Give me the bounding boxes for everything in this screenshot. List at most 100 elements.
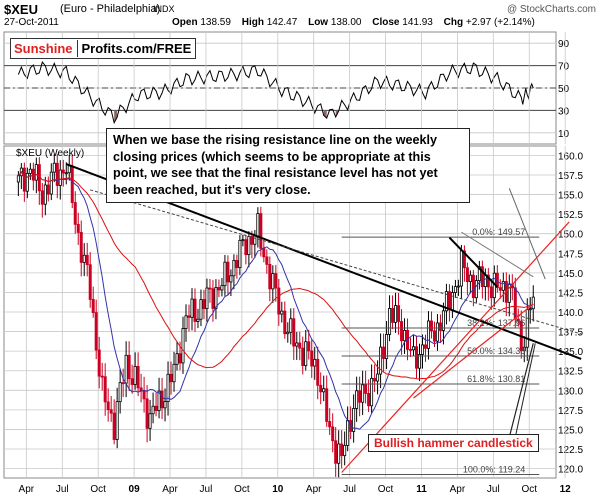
x-tick-label: Apr	[450, 484, 466, 495]
rsi-tick-label: 10	[558, 129, 570, 140]
candle-body	[334, 440, 338, 464]
candle-body	[432, 330, 436, 342]
candle-body	[474, 280, 478, 299]
candle-body	[417, 354, 421, 369]
x-tick-label: Apr	[306, 484, 322, 495]
x-tick-label: Oct	[234, 484, 250, 495]
candle-body	[400, 321, 404, 342]
candle-body	[127, 354, 131, 380]
candle-body	[361, 384, 365, 403]
candle-body	[355, 390, 359, 409]
candle-body	[136, 365, 140, 389]
price-tick-label: 145.0	[558, 269, 583, 280]
candle-body	[40, 190, 44, 205]
candle-body	[46, 184, 50, 195]
candle-body	[528, 308, 532, 311]
open-label: Open	[172, 17, 198, 28]
price-tick-label: 147.5	[558, 249, 583, 260]
brand-profits: Profits.com/FREE	[81, 41, 192, 56]
rsi-tick-label: 70	[558, 62, 570, 73]
price-tick-label: 157.5	[558, 171, 583, 182]
candle-body	[364, 384, 368, 394]
candle-body	[388, 308, 392, 335]
hammer-pointer	[508, 343, 534, 438]
candle-body	[423, 344, 427, 349]
high-value: 142.47	[266, 17, 298, 28]
candle-body	[166, 373, 170, 402]
candle-body	[115, 401, 119, 440]
candle-body	[235, 260, 239, 269]
hammer-pointer-2	[514, 343, 536, 438]
candle-body	[373, 377, 377, 382]
x-tick-label: Oct	[90, 484, 106, 495]
short-downtrend-line	[448, 236, 499, 288]
channel-line	[461, 231, 534, 278]
candle-body	[130, 378, 134, 385]
candle-body	[331, 426, 335, 442]
candle-body	[76, 223, 80, 233]
close-label: Close	[372, 17, 400, 28]
candle-body	[289, 318, 293, 333]
exchange-label: INDX	[153, 4, 175, 14]
x-tick-label: 10	[272, 484, 284, 495]
candle-body	[208, 287, 212, 290]
candle-body	[435, 322, 439, 342]
x-tick-label: Oct	[378, 484, 394, 495]
candle-body	[480, 266, 484, 287]
candle-body	[82, 254, 86, 263]
candle-body	[328, 421, 332, 428]
candle-body	[154, 405, 158, 411]
price-tick-label: 130.0	[558, 386, 583, 397]
candle-body	[73, 202, 77, 225]
candle-body	[286, 331, 290, 335]
candle-body	[118, 382, 122, 403]
high-label: High	[241, 17, 264, 28]
candle-body	[151, 405, 155, 415]
candle-body	[265, 256, 269, 265]
candle-body	[91, 299, 95, 314]
price-tick-label: 125.0	[558, 425, 583, 436]
x-tick-label: Jul	[200, 484, 213, 495]
candle-body	[232, 260, 236, 277]
candle-body	[462, 250, 466, 269]
candle-body	[477, 266, 481, 282]
candle-body	[220, 285, 224, 291]
candle-body	[337, 443, 341, 464]
candle-body	[172, 363, 176, 383]
candle-body	[340, 443, 344, 457]
candle-body	[250, 236, 254, 245]
candle-body	[100, 375, 104, 378]
candle-body	[468, 274, 472, 283]
candle-body	[274, 273, 278, 289]
candle-body	[157, 390, 161, 411]
candle-body	[277, 287, 281, 315]
close-value: 141.93	[402, 17, 433, 28]
candle-body	[295, 342, 299, 347]
candle-body	[322, 388, 326, 393]
candle-body	[229, 275, 233, 283]
candle-body	[501, 281, 505, 291]
price-tick-label: 152.5	[558, 210, 583, 221]
candle-body	[450, 292, 454, 311]
brand-divider	[76, 40, 78, 57]
candle-body	[184, 315, 188, 329]
candle-body	[145, 398, 149, 429]
open-value: 138.59	[200, 17, 231, 28]
candle-body	[298, 342, 302, 349]
candle-body	[358, 390, 362, 403]
candle-body	[85, 254, 89, 266]
price-tick-label: 137.5	[558, 328, 583, 339]
candle-body	[247, 236, 251, 256]
candle-body	[429, 320, 433, 332]
low-label: Low	[308, 17, 329, 28]
rsi-tick-label: 30	[558, 106, 570, 117]
candle-body	[103, 376, 107, 403]
candle-body	[175, 353, 179, 365]
price-tick-label: 132.5	[558, 367, 583, 378]
candle-body	[397, 305, 401, 322]
symbol-title: $XEU	[4, 2, 38, 17]
fib-level-label: 100.0%: 119.24	[463, 465, 525, 475]
candle-body	[70, 165, 74, 203]
candle-body	[214, 287, 218, 309]
fib-level-label: 61.8%: 130.81	[467, 374, 525, 384]
